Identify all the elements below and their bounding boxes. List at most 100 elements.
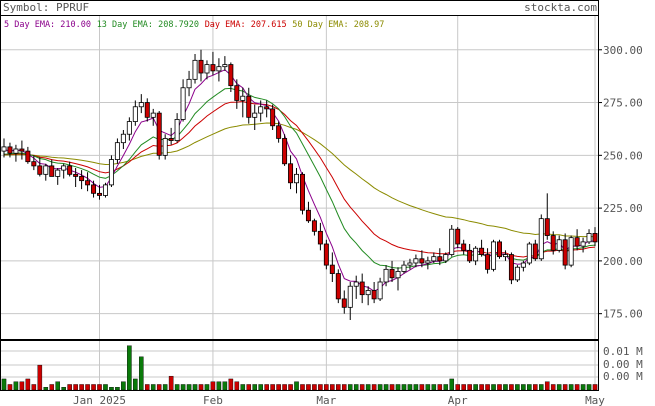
- candle-body: [508, 254, 514, 281]
- candle-body: [532, 243, 538, 260]
- candle: [138, 94, 144, 114]
- volume-bar: [544, 381, 550, 391]
- legend-entry: Day EMA: 207.615: [205, 20, 287, 30]
- candle-body: [144, 102, 150, 118]
- candle: [85, 172, 91, 192]
- candle-body: [186, 78, 192, 89]
- volume-bar: [192, 384, 198, 391]
- candle: [299, 172, 305, 215]
- candle: [102, 182, 108, 198]
- candle-body: [365, 290, 371, 296]
- candle-body: [37, 165, 43, 175]
- volume-bar: [139, 356, 144, 391]
- volume-bar: [73, 384, 78, 391]
- volume-bar: [115, 387, 120, 391]
- candle-body: [311, 220, 317, 232]
- candle: [389, 260, 395, 282]
- candle-body: [168, 138, 174, 141]
- candle-body: [580, 241, 586, 247]
- candle-body: [132, 106, 138, 122]
- volume-bar: [461, 384, 466, 391]
- volume-bar: [473, 384, 478, 391]
- volume-bar: [31, 384, 37, 391]
- volume-bar: [240, 384, 246, 391]
- candle: [419, 250, 425, 268]
- candle: [586, 229, 592, 244]
- candle-body: [270, 108, 276, 127]
- x-tick-label: May: [585, 394, 605, 406]
- candle: [538, 214, 544, 261]
- candle: [562, 233, 568, 270]
- volume-axis-ticks: 0.01 M0.00 M0.00 M: [603, 345, 643, 383]
- candle: [246, 87, 252, 124]
- candle: [216, 58, 222, 82]
- candle-body: [305, 209, 311, 222]
- candle-body: [120, 133, 126, 144]
- candle: [371, 282, 377, 304]
- candle: [592, 227, 598, 247]
- x-axis-ticks: Jan 2025FebMarAprMayJun: [73, 394, 605, 406]
- candle-body: [341, 298, 347, 308]
- candle-body: [491, 241, 497, 270]
- candle: [574, 229, 580, 251]
- ema-legend: 5 Day EMA: 210.00 13 Day EMA: 208.7920 Day…: [4, 20, 384, 30]
- candle-body: [252, 112, 258, 118]
- candle-body: [264, 106, 270, 110]
- legend-entry: 50 Day EMA: 208.97: [292, 20, 384, 30]
- candle-body: [467, 249, 473, 262]
- candle: [67, 161, 73, 177]
- candle: [55, 168, 61, 185]
- volume-bar: [479, 384, 484, 391]
- volume-bar: [550, 384, 556, 391]
- candle: [491, 239, 497, 272]
- candle: [91, 180, 97, 198]
- candle: [395, 267, 401, 291]
- volume-bar: [198, 384, 204, 391]
- candle-body: [222, 64, 228, 68]
- candle: [467, 244, 473, 263]
- candle: [180, 79, 186, 122]
- candle-body: [562, 239, 568, 266]
- candle-body: [520, 262, 526, 268]
- candle: [234, 79, 240, 109]
- volume-bar: [222, 381, 228, 391]
- candle-body: [294, 173, 300, 184]
- volume-bar: [109, 387, 114, 391]
- volume-bar: [371, 384, 377, 391]
- volume-bar: [1, 378, 7, 391]
- candle: [311, 218, 317, 236]
- candle: [550, 231, 556, 255]
- volume-bar: [61, 387, 66, 391]
- y-axis-ticks: 175.00 200.00 225.00 250.00 275.00 300.00: [598, 44, 643, 321]
- volume-bar: [413, 384, 419, 391]
- volume-bar: [568, 384, 574, 391]
- candle-body: [323, 243, 329, 266]
- candle-body: [425, 260, 431, 264]
- volume-bar: [425, 384, 431, 391]
- candle: [192, 54, 198, 84]
- volume-bar: [538, 384, 544, 391]
- volume-bar: [258, 384, 263, 391]
- volume-bar: [330, 384, 335, 391]
- candle: [317, 222, 323, 251]
- candle-body: [67, 165, 73, 175]
- volume-bar: [491, 384, 496, 391]
- candle-body: [7, 146, 13, 154]
- candle-body: [49, 165, 55, 177]
- candle: [264, 100, 270, 118]
- x-tick-label: Mar: [316, 394, 336, 406]
- volume-bar: [186, 384, 192, 391]
- candle-body: [461, 243, 467, 251]
- candle-body: [538, 218, 544, 260]
- candle-body: [568, 237, 574, 266]
- ema-21-line: [3, 100, 596, 258]
- candle: [526, 241, 532, 266]
- volume-bar: [419, 384, 425, 391]
- candle-body: [407, 262, 413, 266]
- volume-bar: [300, 384, 305, 391]
- y-tick-label: 175.00: [603, 308, 643, 321]
- candle-body: [485, 254, 491, 270]
- y-tick-label: 225.00: [603, 202, 643, 215]
- volume-bar: [389, 384, 395, 391]
- volume-bar: [503, 384, 508, 391]
